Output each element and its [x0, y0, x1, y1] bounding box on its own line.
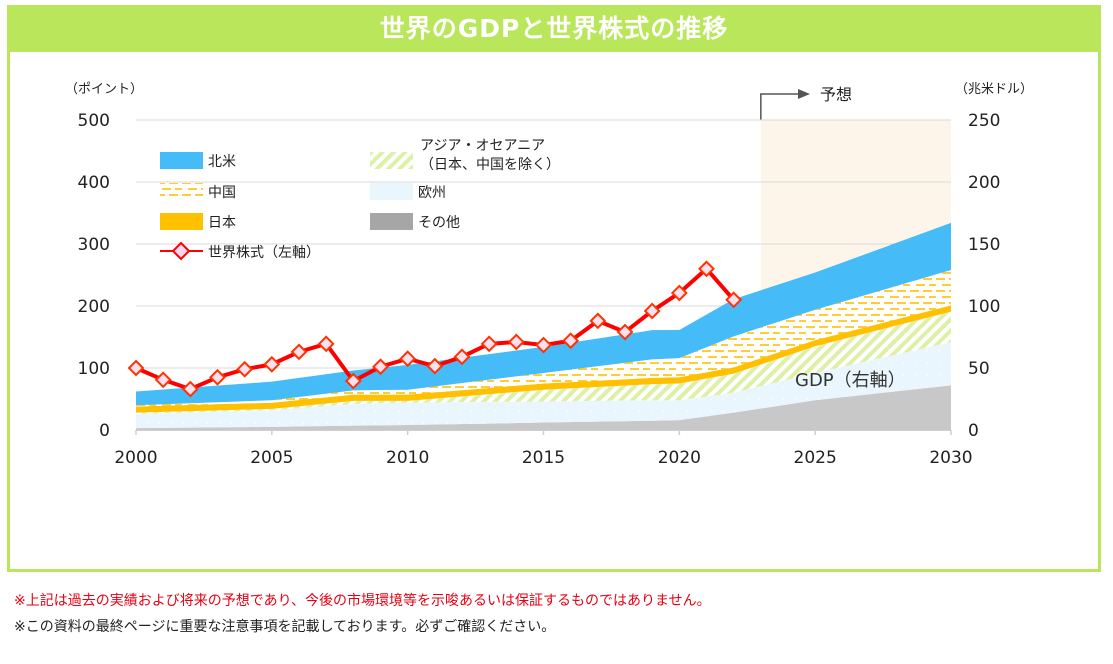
x-tick-label: 2005: [250, 448, 293, 468]
right-tick-label: 100: [968, 297, 1000, 317]
legend-item-north_america: 北米: [160, 152, 236, 170]
legend-swatch: [160, 183, 203, 200]
stock-point: [426, 357, 444, 375]
gdp-label: GDP（右軸）: [795, 370, 906, 391]
left-axis-title: （ポイント）: [65, 82, 143, 97]
left-tick-label: 400: [78, 173, 110, 193]
legend-label-sub: （日本、中国を除く）: [420, 157, 560, 173]
area-north_america: [136, 222, 951, 406]
chart: 予想 GDP（右軸） （ポイント） （兆米ドル） 0 100 200 300 400 500 0…: [65, 82, 1033, 468]
legend-item-stock: 世界株式（左軸）: [160, 241, 320, 261]
stock-point: [535, 336, 552, 354]
stock-point: [236, 360, 254, 378]
stock-point: [725, 291, 743, 309]
stock-point: [372, 358, 389, 376]
chart-frame: [7, 5, 1101, 572]
legend-swatch: [160, 152, 203, 169]
stock-point: [453, 348, 471, 366]
legend-label: 日本: [208, 215, 236, 231]
stock-point: [263, 355, 281, 373]
right-tick-label: 50: [968, 359, 990, 379]
important-notice-note: ※この資料の最終ページに重要な注意事項を記載しております。必ずご確認ください。: [14, 619, 556, 635]
chart-title: 世界のGDPと世界株式の推移: [7, 5, 1101, 52]
disclaimer-note: ※上記は過去の実績および将来の予想であり、今後の市場環境等を示唆あるいは保証する…: [14, 593, 711, 609]
area-other: [136, 385, 951, 430]
left-tick-label: 300: [78, 235, 110, 255]
x-tick-label: 2025: [794, 448, 837, 468]
area-china: [136, 270, 951, 407]
left-tick-label: 100: [78, 359, 110, 379]
legend-label: アジア・オセアニア: [420, 138, 545, 154]
diamond-marker-icon: [171, 241, 191, 261]
legend-swatch: [160, 213, 203, 230]
stock-point: [589, 312, 607, 330]
area-europe: [136, 341, 951, 429]
legend-item-china: 中国: [160, 183, 236, 201]
legend-swatch: [370, 183, 413, 200]
stock-point: [127, 359, 145, 377]
legend-swatch: [370, 152, 413, 169]
right-tick-label: 0: [968, 421, 979, 441]
legend-item-asia: アジア・オセアニア （日本、中国を除く）: [370, 138, 560, 173]
left-tick-label: 200: [78, 297, 110, 317]
stock-point: [290, 343, 308, 361]
forecast-label: 予想: [820, 85, 852, 104]
legend-item-europe: 欧州: [370, 183, 446, 201]
x-tick-label: 2015: [522, 448, 565, 468]
legend-label: 欧州: [418, 185, 446, 201]
right-tick-label: 250: [968, 111, 1000, 131]
right-tick-label: 150: [968, 235, 1000, 255]
stock-point: [643, 302, 661, 320]
stock-point: [209, 368, 226, 386]
x-tick-label: 2020: [658, 448, 701, 468]
stock-point: [399, 350, 417, 368]
stock-point: [344, 372, 362, 390]
legend-item-other: その他: [370, 213, 460, 231]
x-tick-label: 2010: [386, 448, 429, 468]
legend-label: 北米: [208, 154, 236, 170]
stock-point: [317, 335, 335, 353]
stock-point: [480, 335, 498, 353]
legend-label: 中国: [208, 185, 236, 201]
stock-point: [507, 333, 525, 351]
stock-point: [698, 260, 715, 278]
x-tick-label: 2030: [929, 448, 972, 468]
stock-point: [616, 323, 634, 341]
forecast-arrow: [760, 93, 800, 120]
stock-point: [181, 380, 199, 398]
area-asia: [136, 311, 951, 414]
arrow-head-icon: [798, 89, 810, 99]
legend-item-japan: 日本: [160, 213, 236, 231]
legend-swatch: [370, 213, 413, 230]
right-tick-label: 200: [968, 173, 1000, 193]
left-tick-label: 500: [78, 111, 110, 131]
legend-label: その他: [418, 215, 460, 231]
legend-label: 世界株式（左軸）: [208, 245, 320, 261]
stock-point: [670, 284, 688, 302]
stock-point: [562, 332, 580, 350]
right-axis-title: （兆米ドル）: [955, 82, 1033, 97]
x-tick-label: 2000: [114, 448, 157, 468]
left-tick-label: 0: [99, 421, 110, 441]
stock-point: [154, 371, 172, 389]
